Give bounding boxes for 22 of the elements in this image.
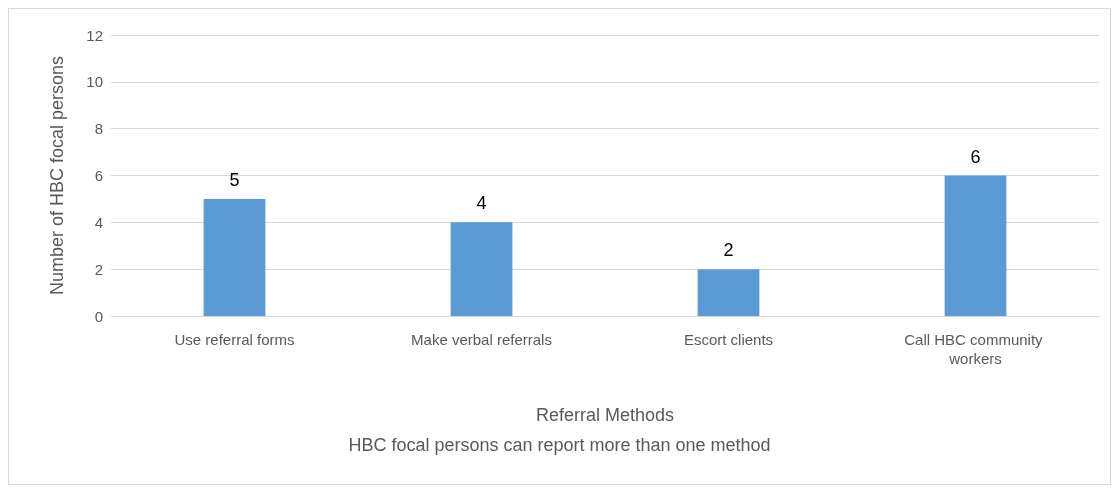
text: HBC focal persons can report more than one method	[348, 435, 771, 455]
y-tick-label: 4	[94, 213, 103, 231]
y-tick-label: 8	[94, 120, 103, 138]
x-tick-label: Make verbal referrals	[411, 331, 552, 348]
data-label: 6	[970, 146, 981, 167]
x-tick-label: Use referral forms	[174, 331, 295, 348]
x-tick-label: Escort clients	[683, 331, 774, 348]
data-label: 4	[476, 193, 487, 214]
bar	[944, 175, 1007, 316]
y-tick-label: 6	[94, 167, 103, 184]
y-tick-label: 0	[94, 307, 103, 325]
data-label: 5	[229, 169, 240, 190]
bar	[203, 198, 266, 316]
y-tick-label: 12	[86, 26, 103, 44]
data-label: 2	[723, 240, 734, 261]
bar	[450, 222, 513, 316]
y-tick-label: 10	[86, 73, 103, 91]
bar	[697, 269, 760, 316]
x-axis-title: Referral Methods	[535, 405, 675, 425]
y-axis-title: Number of HBC focal persons	[47, 55, 67, 296]
x-tick-label: Call HBC community workers	[904, 331, 1047, 367]
y-tick-label: 2	[94, 260, 103, 278]
